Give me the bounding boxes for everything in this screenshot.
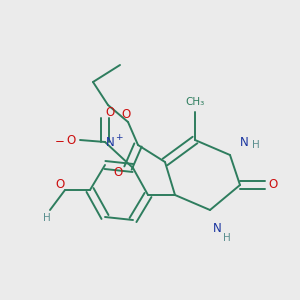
Text: +: + [115,134,123,142]
Text: O: O [66,134,76,146]
Text: O: O [56,178,64,191]
Text: O: O [122,107,130,121]
Text: N: N [240,136,248,148]
Text: H: H [252,140,260,150]
Text: O: O [113,167,123,179]
Text: H: H [223,233,231,243]
Text: −: − [55,134,65,148]
Text: O: O [105,106,115,119]
Text: CH₃: CH₃ [185,97,205,107]
Text: H: H [43,213,51,223]
Text: N: N [106,136,114,148]
Text: O: O [268,178,278,191]
Text: N: N [213,221,221,235]
